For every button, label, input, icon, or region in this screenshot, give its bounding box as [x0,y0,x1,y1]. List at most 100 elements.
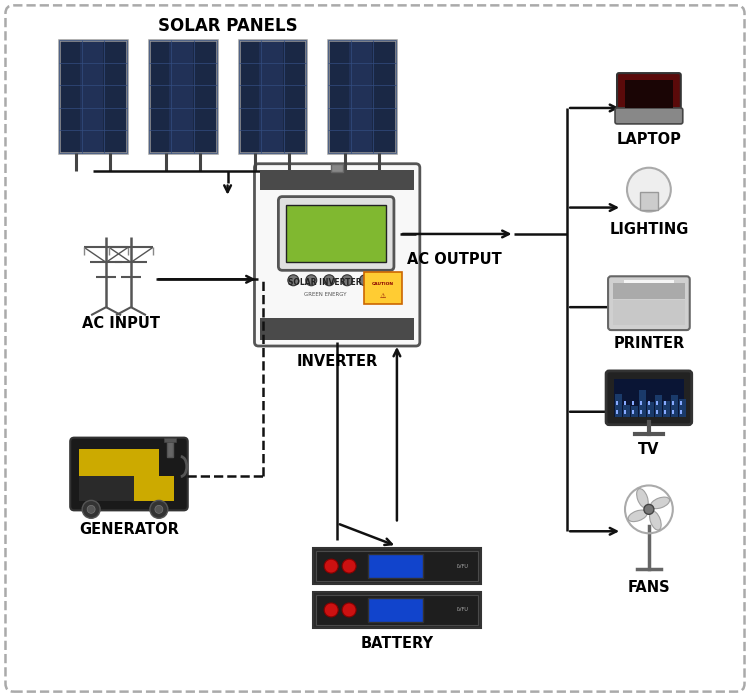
Bar [616,410,618,414]
Text: LAPTOP: LAPTOP [616,132,681,147]
Bar [238,40,306,153]
Bar [328,40,396,153]
Bar [648,401,650,405]
Circle shape [342,275,352,286]
Text: AC OUTPUT: AC OUTPUT [407,252,502,267]
Bar [613,300,685,325]
Bar [349,40,372,153]
Bar [670,395,678,417]
Bar [614,379,684,417]
Bar [624,401,626,405]
Bar [615,394,622,417]
Bar [625,80,673,108]
Bar [134,477,174,501]
Bar [59,40,127,153]
Bar [286,205,386,262]
Bar [647,401,654,417]
Bar [640,410,642,414]
Bar [632,401,634,405]
FancyBboxPatch shape [254,164,420,346]
Bar [368,554,423,578]
FancyBboxPatch shape [5,6,745,691]
Circle shape [324,559,338,573]
Bar [672,401,674,405]
Circle shape [150,500,168,519]
Text: SOLAR INVERTER: SOLAR INVERTER [289,278,362,286]
Bar [314,592,481,628]
Text: SOLAR PANELS: SOLAR PANELS [158,17,298,36]
Bar [260,169,414,190]
Circle shape [82,500,100,519]
Bar [663,401,670,417]
Circle shape [306,275,316,286]
Bar [80,477,134,501]
Bar [656,401,658,405]
Ellipse shape [650,511,662,530]
Text: AC INPUT: AC INPUT [82,316,160,330]
Bar [672,410,674,414]
Text: INVERTER: INVERTER [296,355,378,369]
Text: PRINTER: PRINTER [614,335,685,351]
Ellipse shape [637,489,648,507]
FancyBboxPatch shape [70,438,188,510]
Bar [613,283,685,299]
Bar [616,401,618,405]
Bar [624,280,674,285]
Bar [679,399,686,417]
Text: LVFU: LVFU [457,608,469,613]
Circle shape [324,275,334,286]
Bar [640,401,642,405]
FancyBboxPatch shape [278,197,394,270]
Text: GENERATOR: GENERATOR [79,522,179,537]
Bar [80,40,104,153]
Ellipse shape [628,510,647,521]
Circle shape [87,505,95,513]
FancyBboxPatch shape [606,371,692,424]
Bar [259,40,283,153]
FancyBboxPatch shape [615,108,682,124]
Bar [328,40,396,153]
Bar [680,410,682,414]
Bar [316,551,478,581]
Bar [648,410,650,414]
Text: TV: TV [638,442,660,457]
Bar [332,164,344,171]
Circle shape [288,275,298,286]
Bar [260,318,414,340]
Ellipse shape [650,497,670,509]
Circle shape [644,505,654,514]
Bar [664,401,666,405]
Bar [164,438,176,442]
Text: GREEN ENERGY: GREEN ENERGY [304,292,346,297]
Text: FANS: FANS [628,579,670,595]
FancyBboxPatch shape [617,73,681,115]
Circle shape [324,603,338,617]
Circle shape [342,603,356,617]
Circle shape [342,559,356,573]
Bar [632,410,634,414]
Bar [149,40,217,153]
Circle shape [155,505,163,513]
Bar [314,549,481,584]
Text: LVFU: LVFU [457,564,469,569]
Bar [170,40,193,153]
Bar [166,438,172,457]
Bar [364,273,402,304]
FancyBboxPatch shape [608,276,690,330]
Bar [640,192,658,210]
Bar [631,406,638,417]
Bar [664,410,666,414]
Bar [680,401,682,405]
Bar [149,40,217,153]
Bar [656,410,658,414]
Bar [655,395,662,417]
Text: BATTERY: BATTERY [361,636,434,651]
Bar [624,410,626,414]
Text: CAUTION: CAUTION [372,282,394,286]
Circle shape [627,168,670,212]
Bar [59,40,127,153]
Bar [623,405,630,417]
Bar [316,595,478,625]
Bar [639,390,646,417]
Bar [368,598,423,622]
